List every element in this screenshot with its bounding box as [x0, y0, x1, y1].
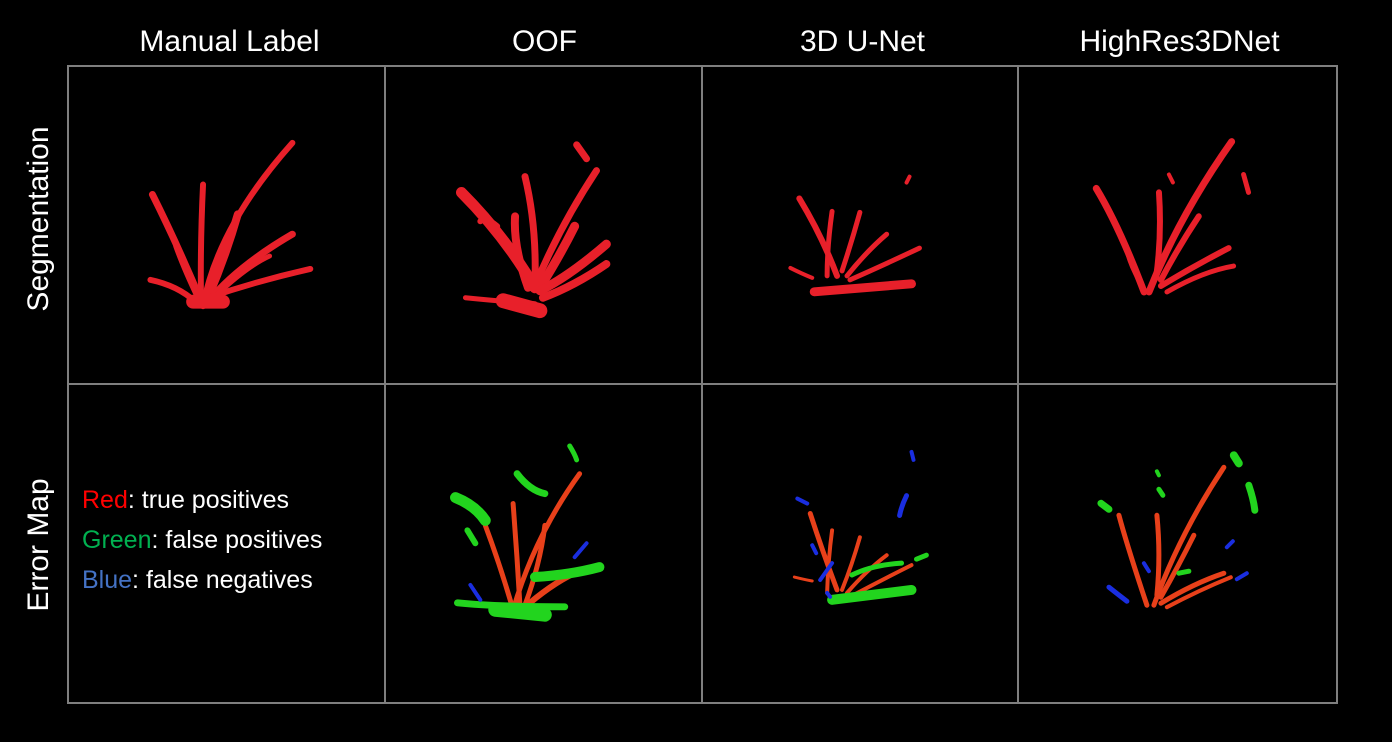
- legend-green-word: Green: [82, 525, 152, 554]
- legend-red-word: Red: [82, 485, 128, 514]
- row-header-segmentation: Segmentation: [22, 126, 55, 312]
- cell-error-map-oof: [386, 384, 703, 702]
- cell-error-map-legend: Red: true positives Green: false positiv…: [69, 384, 386, 702]
- cell-segmentation-oof: [385, 67, 703, 385]
- cell-error-map-highres3dnet: [1019, 385, 1336, 703]
- error-map-legend: Red: true positives Green: false positiv…: [82, 480, 322, 600]
- error-map-render: [1097, 450, 1259, 609]
- cell-error-map-3d-unet: [703, 384, 1020, 702]
- legend-item-false-negatives: Blue: false negatives: [82, 560, 322, 600]
- legend-green-text: : false positives: [151, 525, 323, 554]
- legend-red-text: : true positives: [127, 485, 290, 514]
- cell-segmentation-manual-label: [69, 67, 386, 385]
- column-header-highres3dnet: HighRes3DNet: [1079, 25, 1280, 58]
- error-map-render: [792, 449, 929, 605]
- vessel-segmentation-render: [787, 174, 922, 297]
- legend-blue-text: : false negatives: [132, 565, 313, 594]
- vessel-segmentation-render: [147, 139, 314, 310]
- cell-segmentation-highres3dnet: [1019, 67, 1336, 385]
- figure-grid: Red: true positives Green: false positiv…: [67, 65, 1338, 704]
- legend-item-false-positives: Green: false positives: [82, 520, 322, 560]
- error-map-render: [449, 442, 605, 622]
- row-header-error-map: Error Map: [22, 478, 55, 612]
- column-header-3d-unet: 3D U-Net: [799, 25, 926, 58]
- cell-segmentation-3d-unet: [702, 67, 1020, 385]
- vessel-segmentation-render: [1093, 138, 1252, 296]
- legend-blue-word: Blue: [82, 565, 133, 594]
- legend-item-true-positives: Red: true positives: [82, 480, 322, 520]
- vessel-segmentation-render: [455, 141, 611, 319]
- column-header-oof: OOF: [512, 25, 577, 58]
- column-header-manual-label: Manual Label: [139, 25, 320, 58]
